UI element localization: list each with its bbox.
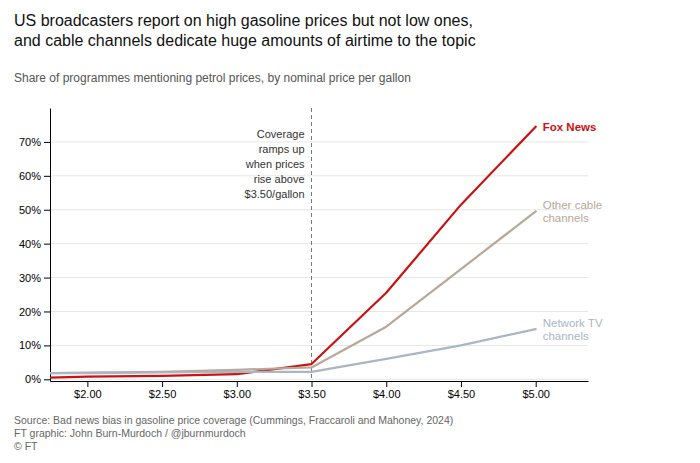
grid-line <box>50 277 588 278</box>
x-tick: $3.00 <box>224 381 252 400</box>
y-tick-label: 0% <box>25 373 41 385</box>
y-tick-mark <box>44 244 50 245</box>
text-line: © FT <box>14 440 38 452</box>
x-tick-mark <box>87 381 88 387</box>
y-tick: 30% <box>19 272 50 284</box>
x-tick-mark <box>162 381 163 387</box>
series-label: Network TVchannels <box>543 317 603 342</box>
marks <box>50 108 536 381</box>
text-line: when prices <box>245 158 305 170</box>
y-tick: 10% <box>19 339 50 351</box>
y-tick-label: 60% <box>19 170 41 182</box>
text-line: Share of programmes mentioning petrol pr… <box>14 71 411 85</box>
series-label: Other cablechannels <box>543 199 602 224</box>
x-tick-mark <box>237 381 238 387</box>
series-line <box>50 127 536 378</box>
y-tick: 70% <box>19 136 50 148</box>
source: Source: Bad news bias in gasoline price … <box>14 414 453 452</box>
y-tick: 60% <box>19 170 50 182</box>
text-line: and cable channels dedicate huge amounts… <box>14 32 476 49</box>
chart: US broadcasters report on high gasoline … <box>0 0 700 463</box>
x-tick-label: $2.00 <box>74 388 102 400</box>
x-tick: $2.00 <box>74 381 102 400</box>
y-tick-label: 20% <box>19 305 41 317</box>
text-line: Fox News <box>543 121 597 133</box>
grid-line <box>50 141 588 142</box>
grid-line <box>50 379 588 380</box>
x-tick-label: $4.00 <box>373 388 401 400</box>
x-tick-label: $2.50 <box>149 388 177 400</box>
x-tick-label: $3.00 <box>224 388 252 400</box>
text-line: $3.50/gallon <box>245 188 305 200</box>
plot: $2.00 $2.50 $3.00 $3.50 $4.00 $4.50 $5.00 0% 10%… <box>19 108 603 400</box>
y-tick-mark <box>44 142 50 143</box>
x-tick-mark <box>461 381 462 387</box>
text-line: ramps up <box>259 143 305 155</box>
text-line: US broadcasters report on high gasoline … <box>14 12 473 29</box>
grid-line <box>50 243 588 244</box>
y-tick: 20% <box>19 305 50 317</box>
y-tick: 40% <box>19 238 50 250</box>
y-tick: 0% <box>25 373 50 385</box>
y-tick-label: 10% <box>19 339 41 351</box>
grid <box>50 142 588 379</box>
text-line: Other cable <box>543 199 602 211</box>
x-tick: $2.50 <box>149 381 177 400</box>
x-tick: $3.50 <box>298 381 326 400</box>
x-tick-mark <box>536 381 537 387</box>
x-tick: $4.50 <box>448 381 476 400</box>
text-line: channels <box>543 330 589 342</box>
y-tick-mark <box>44 379 50 380</box>
series-line <box>50 211 536 373</box>
x-axis: $2.00 $2.50 $3.00 $3.50 $4.00 $4.50 $5.00 <box>51 381 589 400</box>
y-tick-label: 50% <box>19 204 41 216</box>
series-line <box>50 329 536 373</box>
y-tick-mark <box>44 176 50 177</box>
x-tick-label: $5.00 <box>522 388 550 400</box>
y-tick-mark <box>44 311 50 312</box>
y-tick: 50% <box>19 204 50 216</box>
y-axis-line <box>50 109 51 382</box>
y-tick-label: 40% <box>19 238 41 250</box>
series-labels: Fox NewsOther cablechannelsNetwork TVcha… <box>543 121 603 342</box>
series-label: Fox News <box>543 121 597 133</box>
subtitle: Share of programmes mentioning petrol pr… <box>14 71 411 85</box>
text-line: Network TV <box>543 317 603 329</box>
x-axis-line <box>51 381 589 382</box>
text-line: FT graphic: John Burn-Murdoch / @jburnmu… <box>14 427 246 439</box>
x-tick: $4.00 <box>373 381 401 400</box>
x-tick-label: $4.50 <box>448 388 476 400</box>
grid-line <box>50 209 588 210</box>
reference-line <box>311 108 312 381</box>
text-line: Coverage <box>257 128 305 140</box>
grid-line <box>50 345 588 346</box>
text-line: channels <box>543 212 589 224</box>
annotation: Coverage ramps up when prices rise above $3.… <box>245 128 305 200</box>
y-tick-mark <box>44 278 50 279</box>
y-tick-mark <box>44 210 50 211</box>
y-axis: 0% 10% 20% 30% 40% 50% 60% 70% <box>19 109 51 386</box>
title: US broadcasters report on high gasoline … <box>14 12 476 49</box>
grid-line <box>50 311 588 312</box>
x-tick-mark <box>312 381 313 387</box>
y-tick-label: 70% <box>19 136 41 148</box>
text-line: rise above <box>254 173 305 185</box>
y-tick-label: 30% <box>19 272 41 284</box>
x-tick-mark <box>386 381 387 387</box>
y-tick-mark <box>44 345 50 346</box>
x-tick: $5.00 <box>522 381 550 400</box>
grid-line <box>50 175 588 176</box>
text-line: Source: Bad news bias in gasoline price … <box>14 414 453 426</box>
x-tick-label: $3.50 <box>298 388 326 400</box>
